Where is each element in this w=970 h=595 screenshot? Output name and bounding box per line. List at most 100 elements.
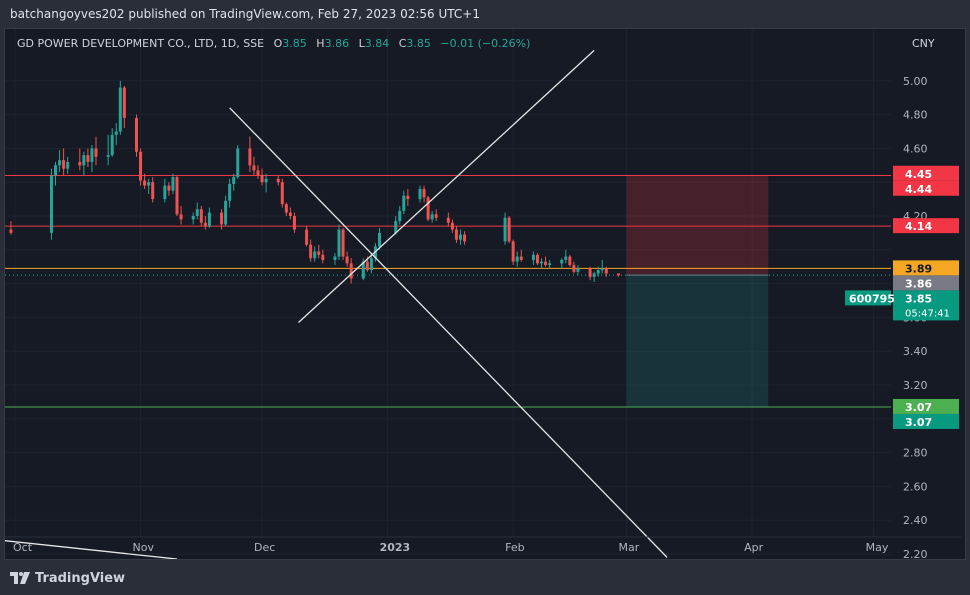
candle-body bbox=[592, 273, 596, 277]
change-value: −0.01 (−0.26%) bbox=[440, 37, 530, 50]
candle-body bbox=[122, 87, 126, 118]
candle-body bbox=[337, 229, 341, 257]
price-label-box bbox=[893, 290, 959, 321]
candle-body bbox=[276, 178, 280, 183]
candle-body bbox=[203, 222, 207, 227]
candle-body bbox=[333, 256, 337, 260]
symbol-tag-box bbox=[845, 290, 891, 306]
price-tick-label: 3.40 bbox=[903, 345, 928, 358]
publisher-header: batchangoyves202 published on TradingVie… bbox=[0, 0, 970, 28]
candle-body bbox=[49, 175, 53, 233]
tradingview-brand[interactable]: TradingView bbox=[35, 570, 126, 586]
price-tick-label: 5.00 bbox=[903, 75, 928, 88]
price-label-text: 3.85 bbox=[905, 292, 932, 305]
high-label: H bbox=[316, 37, 324, 50]
price-label-text: 4.45 bbox=[905, 168, 932, 181]
symbol-tag-text: 600795 bbox=[849, 292, 895, 305]
tradingview-logo-icon bbox=[10, 572, 30, 584]
candle-body bbox=[224, 200, 228, 225]
candle-body bbox=[418, 188, 422, 200]
close-value: 3.85 bbox=[406, 37, 431, 50]
candle-body bbox=[394, 221, 398, 233]
candle-body bbox=[600, 268, 604, 271]
candle-body bbox=[572, 265, 576, 272]
price-label-text: 3.07 bbox=[905, 401, 932, 414]
candle-body bbox=[58, 160, 62, 166]
candle-body bbox=[511, 241, 515, 262]
chart-frame[interactable]: 5.004.804.604.203.603.403.202.802.602.40… bbox=[4, 28, 966, 560]
price-label-text: 3.89 bbox=[905, 262, 932, 275]
price-label-box bbox=[893, 260, 959, 276]
candle-body bbox=[604, 268, 608, 274]
candle-body bbox=[503, 217, 507, 242]
candle-body bbox=[434, 214, 438, 218]
candle-body bbox=[207, 212, 211, 227]
price-label-text: 3.86 bbox=[905, 277, 932, 290]
candle-body bbox=[9, 229, 13, 233]
candle-body bbox=[54, 165, 57, 176]
price-chart[interactable]: 5.004.804.604.203.603.403.202.802.602.40… bbox=[5, 29, 965, 559]
symbol-title: GD POWER DEVELOPMENT CO., LTD, 1D, SSE bbox=[17, 37, 264, 50]
candle-body bbox=[422, 188, 426, 198]
price-tick-label: 2.80 bbox=[903, 447, 928, 460]
candle-body bbox=[110, 134, 114, 156]
candle-body bbox=[228, 183, 232, 201]
countdown-label: 05:47:41 bbox=[905, 308, 950, 319]
candle-body bbox=[398, 210, 402, 222]
time-axis: Oct Nov Dec 2023 Feb Mar Apr May bbox=[5, 536, 961, 554]
candle-body bbox=[446, 217, 450, 223]
low-label: L bbox=[359, 37, 366, 50]
price-label-box bbox=[893, 413, 959, 429]
candle-body bbox=[147, 182, 151, 186]
candle-body bbox=[163, 185, 167, 200]
candle-body bbox=[62, 160, 66, 169]
time-tick-label: Nov bbox=[133, 541, 155, 554]
price-label-box bbox=[893, 218, 959, 234]
time-tick-label: May bbox=[866, 541, 889, 554]
candle-body bbox=[596, 270, 600, 274]
candle-body bbox=[544, 261, 548, 266]
candle-body bbox=[171, 177, 175, 191]
candle-body bbox=[341, 229, 345, 257]
candle-body bbox=[564, 256, 568, 260]
candle-body bbox=[560, 259, 564, 264]
candle-body bbox=[616, 273, 620, 276]
candle-body bbox=[118, 87, 122, 132]
price-labels: 4.45 4.44 4.14 3.89 3.86 3.85 05:47:41 600795 3.… bbox=[845, 165, 959, 429]
trend-line bbox=[5, 540, 178, 559]
open-value: 3.85 bbox=[282, 37, 307, 50]
candle-body bbox=[191, 216, 195, 220]
candle-body bbox=[167, 185, 171, 191]
price-tick-label: 2.40 bbox=[903, 514, 928, 527]
price-tick-label: 2.60 bbox=[903, 480, 928, 493]
candle-body bbox=[515, 256, 519, 262]
symbol-legend: GD POWER DEVELOPMENT CO., LTD, 1D, SSE O… bbox=[17, 37, 530, 50]
close-label: C bbox=[399, 37, 407, 50]
open-label: O bbox=[274, 37, 283, 50]
candle-body bbox=[284, 204, 288, 213]
candle-body bbox=[531, 254, 535, 260]
candle-body bbox=[540, 261, 543, 264]
candle-body bbox=[402, 195, 406, 211]
candle-body bbox=[454, 229, 458, 240]
candle-body bbox=[139, 151, 143, 181]
price-label-text: 4.14 bbox=[905, 220, 932, 233]
candle-body bbox=[280, 182, 284, 205]
candle-body bbox=[349, 263, 353, 279]
candle-body bbox=[151, 182, 155, 200]
low-value: 3.84 bbox=[365, 37, 390, 50]
candle-body bbox=[135, 117, 138, 152]
candle-body bbox=[175, 177, 179, 215]
time-tick-label: Feb bbox=[505, 541, 524, 554]
candle-body bbox=[369, 258, 373, 271]
candle-body bbox=[535, 254, 539, 264]
horizontal-levels bbox=[5, 174, 891, 408]
candle-body bbox=[260, 175, 264, 183]
candle-body bbox=[588, 268, 592, 277]
candle-body bbox=[463, 234, 467, 242]
candle-body bbox=[252, 165, 256, 171]
footer: TradingView bbox=[10, 568, 125, 588]
price-label-text: 3.07 bbox=[905, 416, 932, 429]
target-zone bbox=[626, 275, 769, 407]
time-tick-label: Apr bbox=[744, 541, 764, 554]
